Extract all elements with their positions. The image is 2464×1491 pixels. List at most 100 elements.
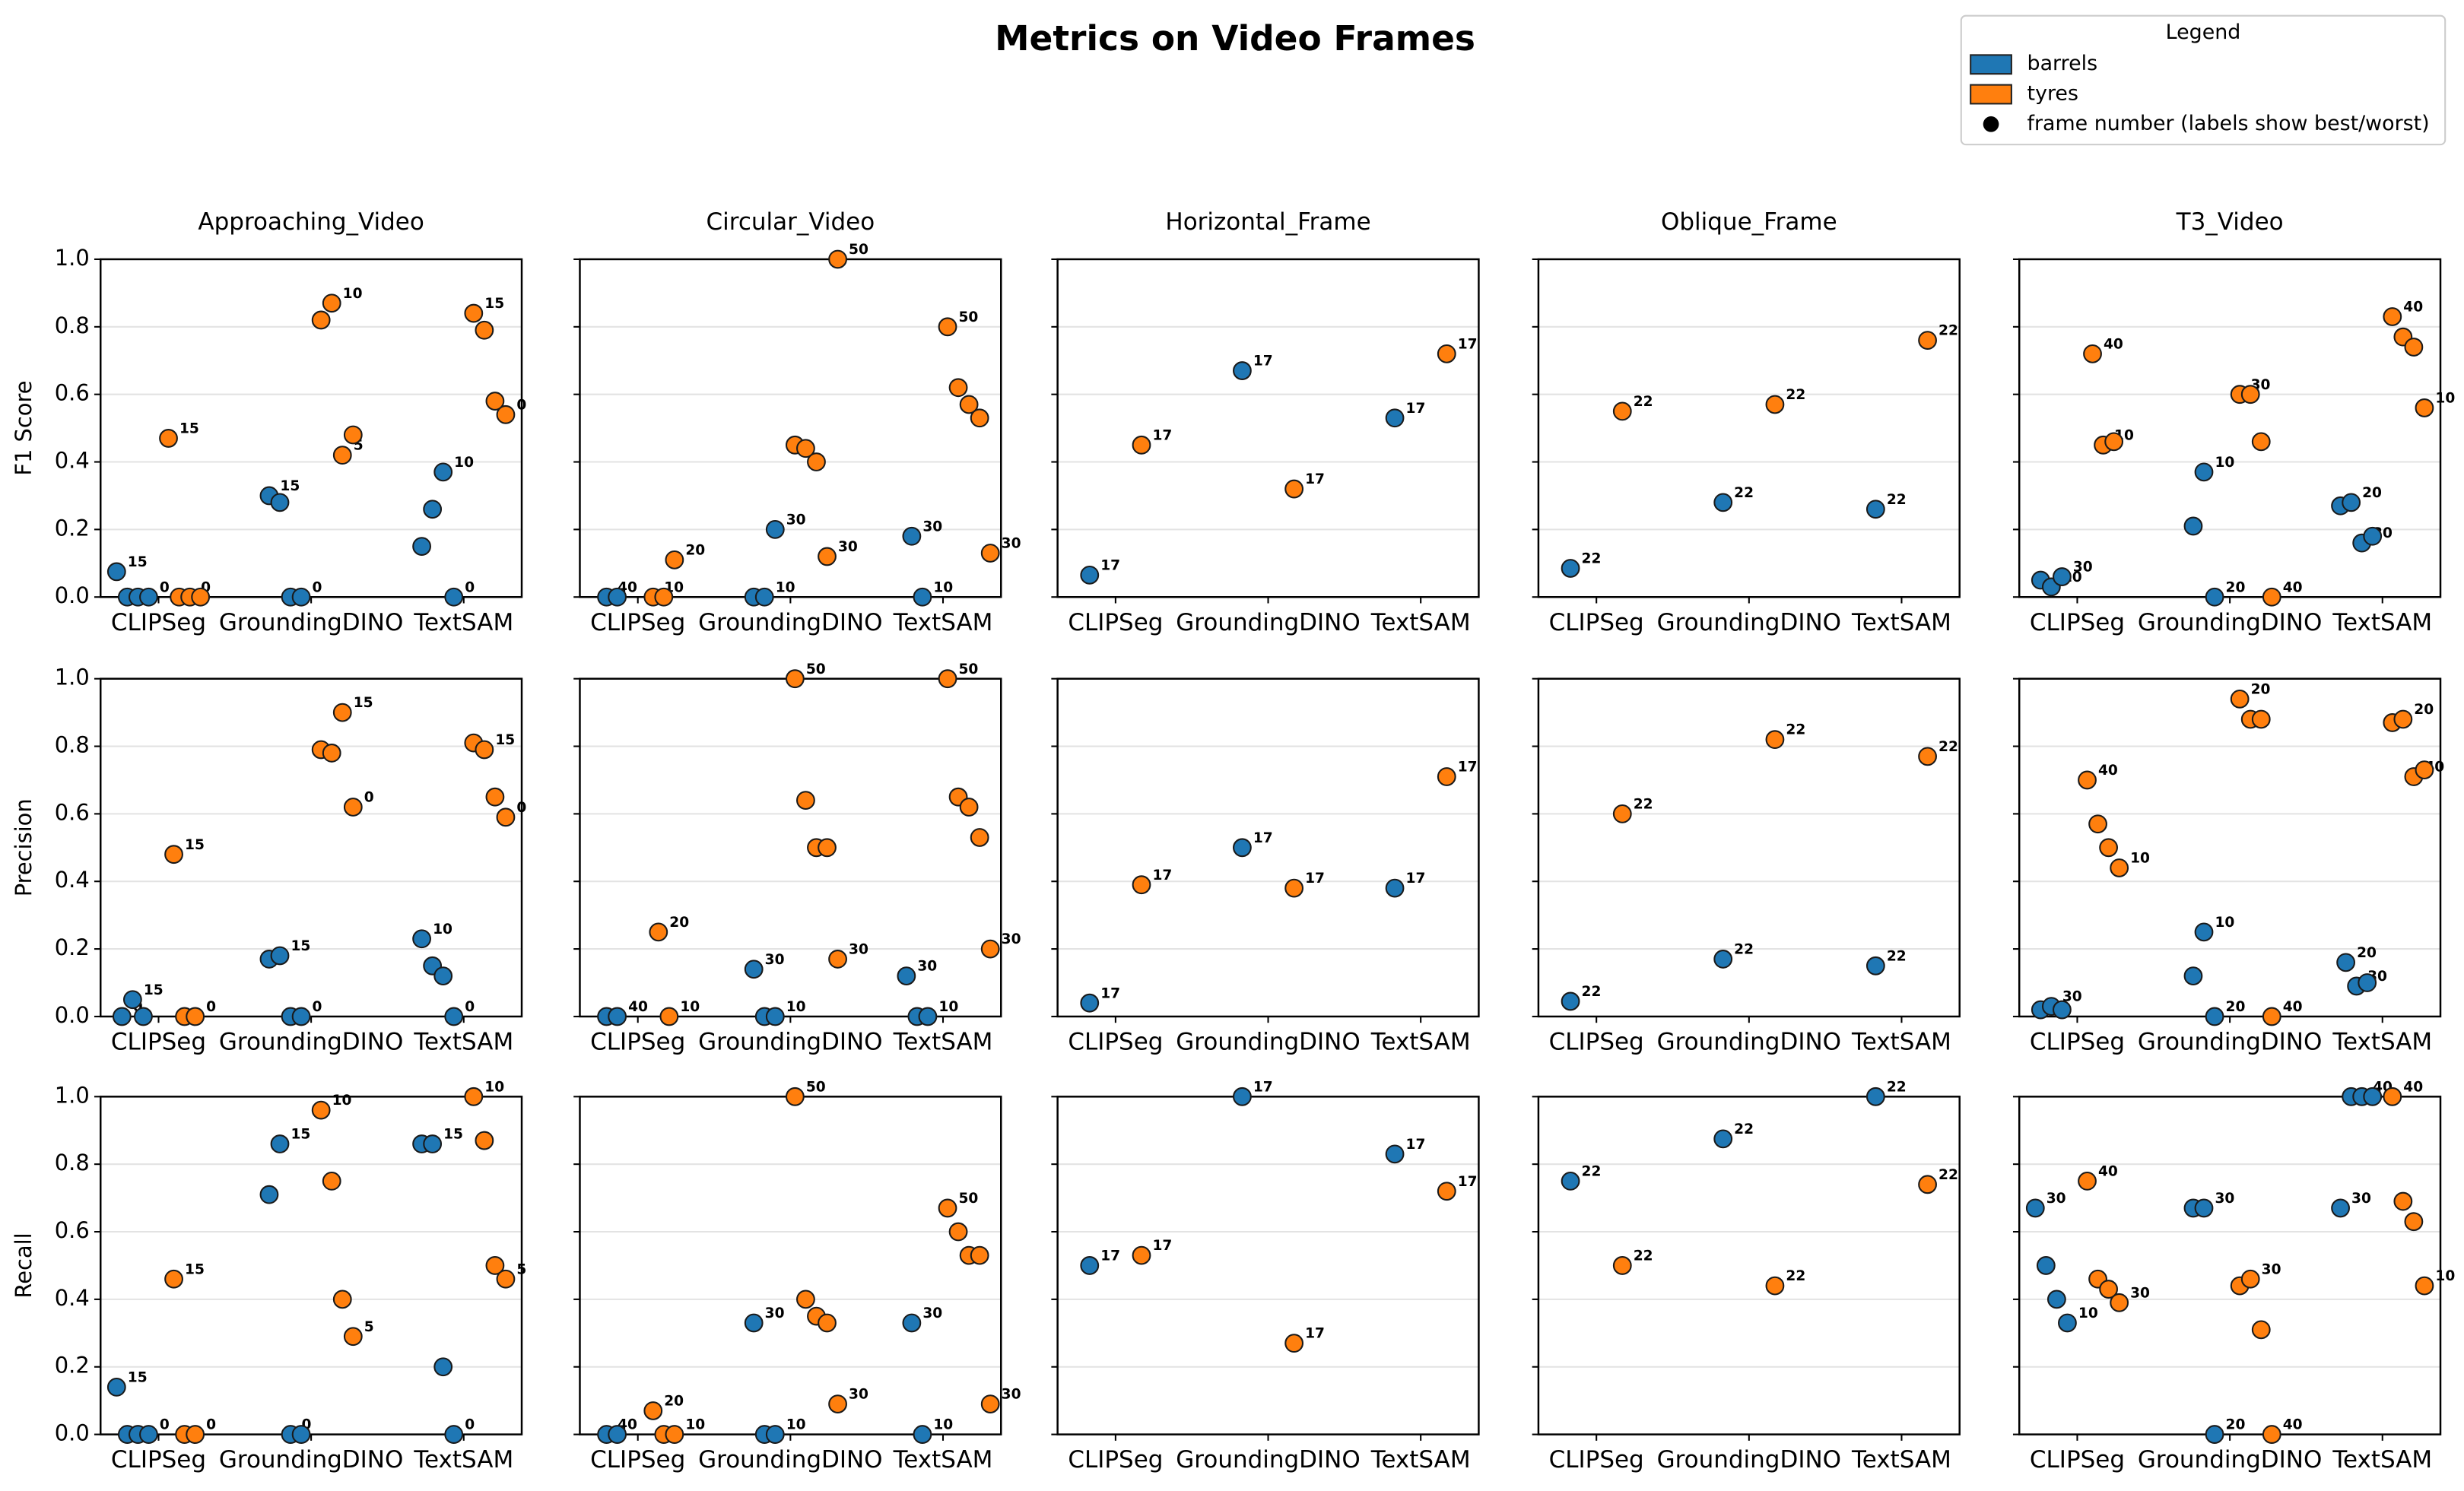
plot-frame: [2018, 258, 2442, 598]
data-point: [2393, 709, 2413, 729]
y-tick-label: 0.8: [55, 312, 90, 338]
data-point: [2262, 587, 2281, 607]
data-point: [2036, 1256, 2056, 1275]
legend-marker: [1983, 116, 1999, 132]
frame-label: 40: [628, 999, 648, 1015]
panel: 0.0 0.2 0.4 0.6 0.8 1.0 CLIPSeg GroundingDINO Te…: [55, 1079, 527, 1474]
data-point: [1918, 331, 1937, 350]
plot-frame: [579, 677, 1002, 1018]
data-point: [444, 1425, 464, 1444]
data-point: [2336, 953, 2356, 972]
data-point: [2415, 760, 2434, 780]
data-point: [970, 828, 989, 847]
data-point: [2404, 338, 2424, 357]
frame-label: 10: [433, 922, 452, 937]
x-tick-label: GroundingDINO: [219, 1446, 403, 1474]
x-tick-label: GroundingDINO: [2138, 1029, 2322, 1056]
frame-label: 20: [2362, 485, 2382, 501]
frame-label: 40: [2098, 1163, 2118, 1179]
data-point: [1561, 991, 1580, 1011]
frame-label: 20: [2357, 945, 2377, 961]
frame-label: 22: [1582, 1163, 1602, 1179]
x-tick-label: TextSAM: [413, 1029, 513, 1056]
chart-title: Metrics on Video Frames: [995, 18, 1475, 59]
x-tick-label: CLIPSeg: [111, 1029, 206, 1056]
frame-label: 22: [1734, 1121, 1754, 1137]
frame-label: 17: [1100, 1248, 1120, 1264]
frame-label: 22: [1938, 323, 1958, 339]
data-point: [270, 1134, 290, 1153]
y-tick-label: 0.4: [55, 867, 90, 893]
frame-label: 10: [2215, 455, 2234, 471]
x-tick-label: TextSAM: [2332, 1446, 2432, 1474]
x-tick-label: CLIPSeg: [111, 1446, 206, 1474]
legend: Legend barrels tyres frame number (labels …: [1960, 14, 2447, 146]
frame-label: 0: [206, 999, 216, 1015]
panel: CLIPSeg GroundingDINO TextSAM 22 22 22 22 22 22: [1532, 258, 1961, 636]
y-axis-label: F1 Score: [11, 381, 37, 476]
x-tick-label: CLIPSeg: [590, 609, 685, 636]
plot-frame: [1056, 258, 1480, 598]
frame-label: 15: [128, 554, 148, 570]
data-point: [785, 1087, 805, 1106]
data-point: [744, 960, 764, 979]
frame-label: 10: [332, 1093, 352, 1109]
data-point: [1385, 878, 1405, 898]
data-point: [2205, 587, 2224, 607]
frame-label: 30: [922, 1305, 942, 1321]
frame-label: 10: [2215, 915, 2234, 931]
x-tick-label: GroundingDINO: [1657, 1446, 1841, 1474]
data-point: [2083, 344, 2102, 363]
data-point: [2194, 462, 2214, 482]
frame-label: 30: [1002, 536, 1021, 552]
frame-label: 20: [669, 915, 689, 931]
frame-label: 15: [179, 421, 199, 437]
frame-label: 10: [454, 455, 474, 471]
data-point: [1612, 401, 1632, 421]
data-point: [1437, 767, 1456, 786]
plot-frame: [2018, 1096, 2442, 1435]
x-tick-label: TextSAM: [893, 1029, 993, 1056]
frame-label: 20: [2414, 702, 2434, 718]
frame-label: 17: [1458, 336, 1478, 352]
frame-label: 0: [465, 1417, 475, 1433]
plot-frame: [1056, 677, 1480, 1018]
x-tick-label: TextSAM: [2332, 1029, 2432, 1056]
frame-label: 0: [465, 999, 475, 1015]
data-point: [2099, 838, 2119, 858]
data-point: [913, 1425, 932, 1444]
data-point: [2262, 1007, 2281, 1026]
data-point: [2393, 1191, 2413, 1211]
data-point: [2404, 1212, 2424, 1232]
x-tick-label: GroundingDINO: [698, 1029, 882, 1056]
frame-label: 17: [1406, 401, 1426, 417]
x-tick-label: CLIPSeg: [1549, 1029, 1644, 1056]
y-tick-label: 1.0: [55, 665, 90, 690]
data-point: [444, 1007, 464, 1026]
data-point: [164, 1269, 183, 1289]
data-point: [948, 378, 968, 398]
data-point: [807, 452, 826, 471]
frame-label: 10: [786, 999, 806, 1015]
data-point: [2183, 516, 2203, 536]
frame-label: 0: [516, 397, 526, 413]
data-point: [2262, 1425, 2281, 1444]
frame-label: 22: [1786, 1268, 1805, 1284]
data-point: [765, 1425, 785, 1444]
x-tick-label: CLIPSeg: [1549, 1446, 1644, 1474]
x-tick-label: GroundingDINO: [1657, 1029, 1841, 1056]
panel: CLIPSeg GroundingDINO TextSAM 22 22 22 22 22 22: [1532, 677, 1961, 1056]
data-point: [2415, 398, 2434, 417]
data-point: [444, 587, 464, 607]
data-point: [496, 1269, 516, 1289]
data-point: [2046, 1290, 2066, 1309]
data-point: [796, 439, 815, 458]
x-tick-label: TextSAM: [1851, 1446, 1951, 1474]
data-point: [608, 1007, 627, 1026]
data-point: [938, 1198, 957, 1218]
data-point: [959, 395, 979, 414]
panel: CLIPSeg GroundingDINO TextSAM 22 22 22 22 22 22: [1532, 1079, 1961, 1474]
frame-label: 17: [1458, 1174, 1478, 1190]
frame-label: 22: [1634, 394, 1653, 410]
data-point: [464, 303, 484, 323]
